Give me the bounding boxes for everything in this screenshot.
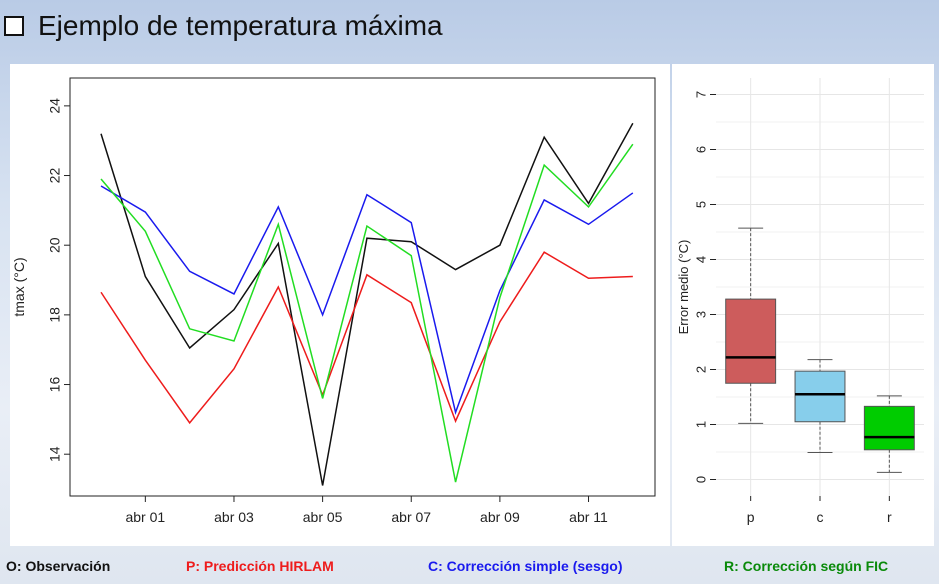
x-tick-label: p <box>747 509 755 525</box>
line-chart-panel: 14 16 18 20 22 24 abr 01 abr 03 abr 05 abr 07 abr … <box>10 64 670 546</box>
y-tick-label: 20 <box>47 237 63 253</box>
y-tick-label: 14 <box>47 446 63 462</box>
legend-item-correccion-simple: C: Corrección simple (sesgo) <box>428 558 623 574</box>
y-tick-label: 3 <box>693 311 708 318</box>
x-tick-label: abr 03 <box>214 509 254 525</box>
x-tick-label: abr 05 <box>303 509 343 525</box>
box-p <box>725 298 777 384</box>
y-tick-label: 18 <box>47 307 63 323</box>
plot-frame <box>69 77 656 497</box>
y-tick-label: 22 <box>47 168 63 184</box>
boxplot-panel: 0 1 2 3 4 5 6 7 Error medio (°C) p c r <box>672 64 934 546</box>
y-tick-label: 6 <box>693 146 708 153</box>
legend-item-prediccion: P: Predicción HIRLAM <box>186 558 334 574</box>
x-tick-label: abr 11 <box>569 509 608 525</box>
y-tick-label: 1 <box>693 421 708 428</box>
y-tick-label: 5 <box>693 201 708 208</box>
legend-item-observacion: O: Observación <box>6 558 111 574</box>
y-axis-label: Error medio (°C) <box>676 240 691 335</box>
series-line-c <box>100 185 634 416</box>
box-r <box>863 405 915 451</box>
y-tick-label: 2 <box>693 366 708 373</box>
series-line-p <box>100 251 633 425</box>
x-tick-label: c <box>817 509 824 525</box>
slide-title-bar: Ejemplo de temperatura máxima <box>0 0 939 52</box>
slide-title: Ejemplo de temperatura máxima <box>38 10 443 41</box>
series-line-o <box>100 122 634 486</box>
y-tick-label: 24 <box>47 98 63 114</box>
y-tick-label: 0 <box>693 476 708 483</box>
y-axis-label: tmax (°C) <box>11 257 27 316</box>
bullet-checkbox-icon <box>4 16 24 36</box>
x-tick-label: abr 07 <box>391 509 431 525</box>
y-tick-label: 4 <box>693 256 708 263</box>
line-chart: 14 16 18 20 22 24 abr 01 abr 03 abr 05 abr 07 abr … <box>11 77 656 525</box>
y-tick-label: 7 <box>693 91 708 98</box>
series-line-r <box>100 143 634 483</box>
series-legend: O: Observación P: Predicción HIRLAM C: C… <box>0 552 939 580</box>
legend-item-correccion-fic: R: Corrección según FIC <box>724 558 889 574</box>
x-tick-label: abr 09 <box>480 509 520 525</box>
x-tick-label: abr 01 <box>125 509 165 525</box>
x-tick-label: r <box>887 509 892 525</box>
y-tick-label: 16 <box>47 377 63 393</box>
box-c <box>794 370 846 423</box>
boxplot-chart: 0 1 2 3 4 5 6 7 Error medio (°C) p c r <box>676 78 924 525</box>
